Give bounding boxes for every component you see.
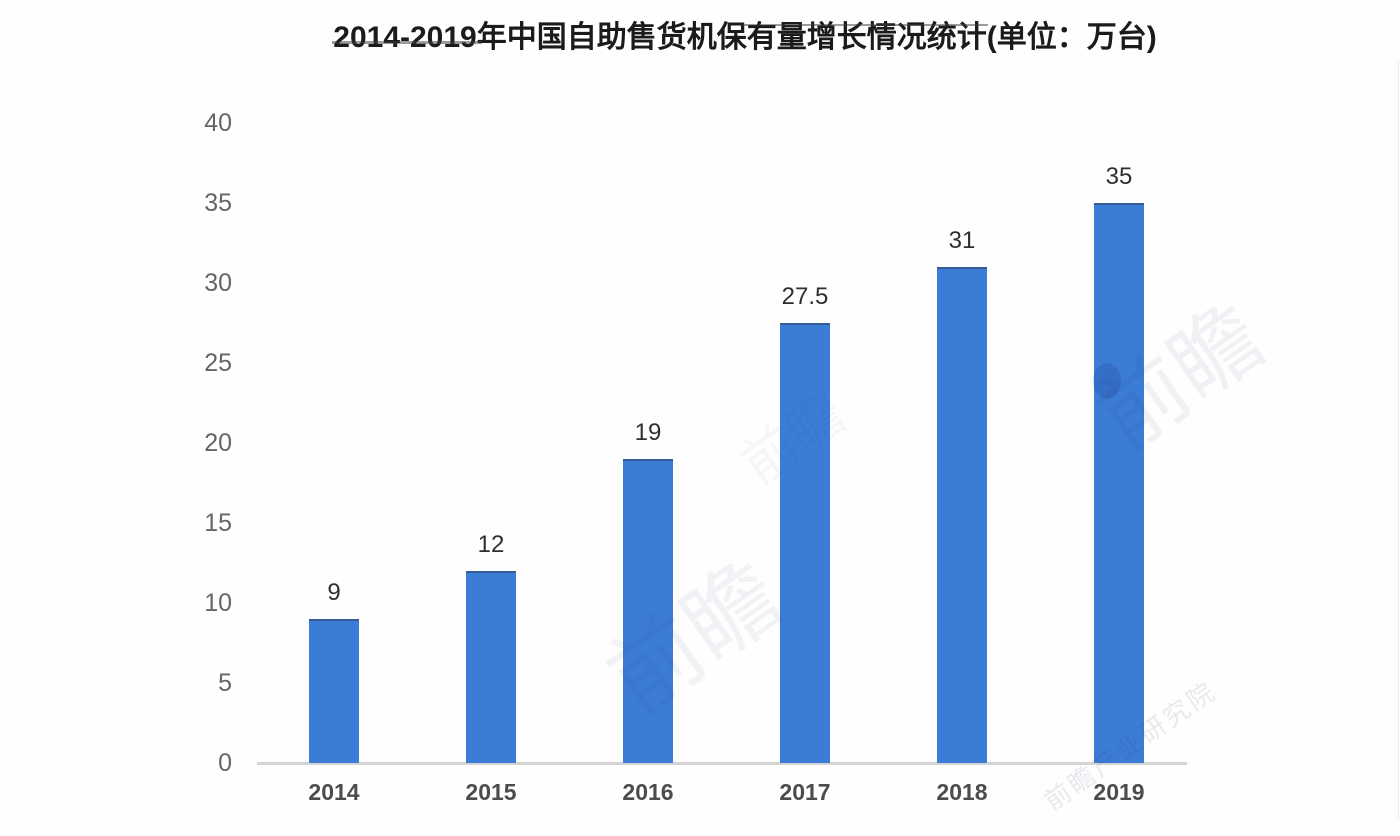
y-tick-label-30: 30 — [204, 269, 232, 297]
x-axis-label-2016: 2016 — [622, 779, 674, 805]
bar-2016 — [623, 459, 673, 763]
bar-value-label-2014: 9 — [327, 579, 341, 606]
x-axis-label-2019: 2019 — [1093, 779, 1145, 805]
watermark-text: 前瞻 — [590, 543, 800, 734]
bar-2018 — [937, 267, 987, 763]
y-tick-label-10: 10 — [204, 589, 232, 617]
bar-value-label-2017: 27.5 — [781, 283, 829, 310]
x-axis-label-2018: 2018 — [936, 779, 988, 805]
bar-2017 — [780, 323, 830, 763]
y-tick-label-25: 25 — [204, 349, 232, 377]
y-tick-label-40: 40 — [204, 109, 232, 137]
scan-artifact-line-title — [742, 24, 988, 26]
y-tick-label-35: 35 — [204, 189, 232, 217]
x-axis-label-2015: 2015 — [465, 779, 517, 805]
bar-2014 — [309, 619, 359, 763]
bar-2019 — [1094, 203, 1144, 763]
x-axis-label-2014: 2014 — [308, 779, 360, 805]
y-tick-label-5: 5 — [218, 669, 232, 697]
x-axis-label-2017: 2017 — [779, 779, 831, 805]
image-edge-artifact — [1398, 60, 1399, 820]
x-axis-baseline — [257, 762, 1187, 765]
y-tick-label-15: 15 — [204, 509, 232, 537]
bar-value-label-2015: 12 — [477, 531, 505, 558]
watermark-blob — [1093, 363, 1121, 399]
bar-2015 — [466, 571, 516, 763]
y-tick-label-0: 0 — [218, 749, 232, 777]
bar-value-label-2016: 19 — [634, 419, 662, 446]
bar-value-label-2018: 31 — [948, 227, 976, 254]
y-tick-label-20: 20 — [204, 429, 232, 457]
chart-title: 2014-2019年中国自助售货机保有量增长情况统计(单位：万台) — [333, 21, 1157, 54]
scan-artifact-line-underline — [332, 41, 482, 44]
bar-value-label-2019: 35 — [1105, 163, 1133, 190]
